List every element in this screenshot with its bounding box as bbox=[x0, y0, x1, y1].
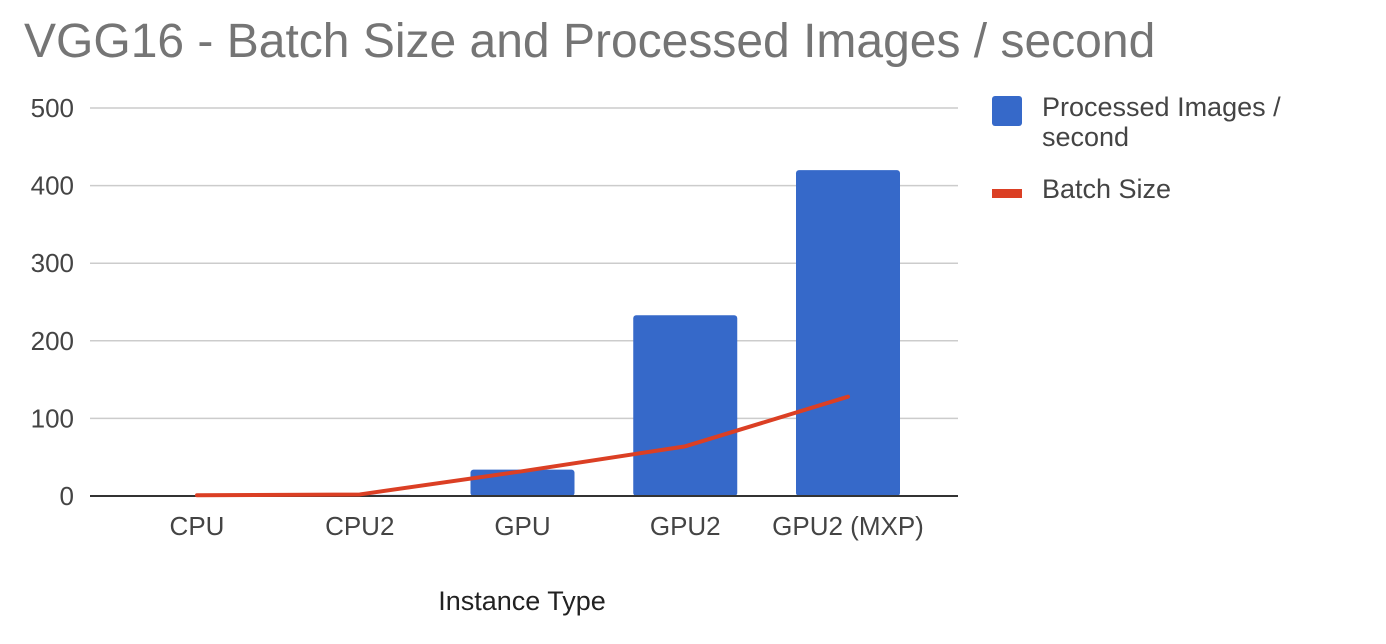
y-tick-label: 300 bbox=[31, 248, 74, 278]
legend-item-batch-size: Batch Size bbox=[992, 174, 1372, 204]
y-tick-label: 400 bbox=[31, 171, 74, 201]
y-tick-label: 100 bbox=[31, 403, 74, 433]
bar bbox=[796, 170, 900, 496]
x-tick-label: CPU bbox=[170, 511, 225, 541]
x-axis-title: Instance Type bbox=[438, 586, 606, 616]
y-tick-label: 200 bbox=[31, 326, 74, 356]
bar bbox=[633, 315, 738, 496]
legend-label: Batch Size bbox=[1042, 174, 1172, 204]
legend-item-processed-images: Processed Images / second bbox=[992, 92, 1372, 152]
legend-swatch-line bbox=[992, 189, 1022, 198]
x-axis-ticks: CPU CPU2 GPU GPU2 GPU2 (MXP) bbox=[170, 511, 924, 541]
legend-label: Processed Images / second bbox=[1042, 92, 1281, 152]
bar-series bbox=[145, 170, 900, 496]
bar bbox=[470, 469, 575, 496]
legend: Processed Images / second Batch Size bbox=[992, 92, 1372, 226]
x-tick-label: GPU bbox=[494, 511, 550, 541]
line-series bbox=[195, 394, 850, 498]
x-tick-label: GPU2 (MXP) bbox=[772, 511, 924, 541]
x-tick-label: CPU2 bbox=[325, 511, 394, 541]
y-tick-label: 500 bbox=[31, 93, 74, 123]
y-axis-ticks: 0 100 200 300 400 500 bbox=[31, 93, 74, 511]
legend-swatch-bar bbox=[992, 96, 1022, 126]
x-tick-label: GPU2 bbox=[650, 511, 721, 541]
y-tick-label: 0 bbox=[60, 481, 74, 511]
batch-size-line bbox=[195, 394, 850, 498]
chart-title: VGG16 - Batch Size and Processed Images … bbox=[24, 15, 1156, 68]
